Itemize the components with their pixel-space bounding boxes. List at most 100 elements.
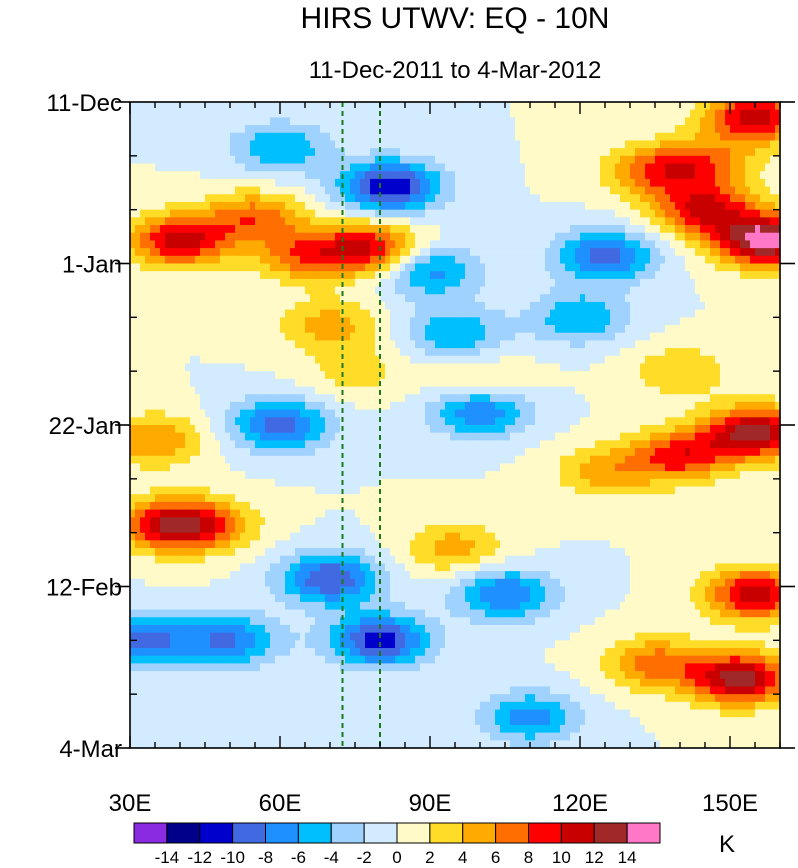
field-cell: [400, 186, 406, 195]
field-cell: [595, 317, 601, 326]
field-cell: [605, 163, 611, 172]
field-cell: [190, 171, 196, 180]
field-cell: [265, 255, 271, 265]
field-cell: [490, 148, 496, 157]
field-cell: [315, 263, 321, 272]
field-cell: [245, 217, 251, 226]
field-cell: [580, 271, 586, 280]
field-cell: [545, 102, 551, 111]
field-cell: [760, 109, 766, 118]
field-cell: [165, 371, 171, 380]
field-cell: [705, 125, 711, 134]
field-cell: [580, 309, 586, 318]
field-cell: [715, 348, 721, 357]
field-cell: [210, 109, 216, 118]
field-cell: [750, 294, 756, 303]
field-cell: [500, 317, 506, 326]
field-cell: [340, 132, 346, 142]
field-cell: [410, 294, 416, 303]
field-cell: [220, 155, 226, 165]
field-cell: [540, 148, 546, 157]
field-cell: [775, 117, 781, 126]
field-cell: [355, 217, 361, 226]
field-cell: [575, 378, 581, 388]
field-cell: [190, 155, 196, 165]
field-cell: [305, 255, 311, 265]
field-cell: [455, 317, 461, 326]
field-cell: [360, 394, 366, 403]
field-cell: [300, 378, 306, 388]
field-cell: [665, 201, 671, 211]
field-cell: [460, 278, 466, 288]
field-cell: [620, 363, 626, 372]
field-cell: [335, 332, 341, 341]
field-cell: [500, 386, 506, 395]
field-cell: [175, 232, 181, 242]
field-cell: [430, 125, 436, 134]
field-cell: [445, 255, 451, 265]
field-cell: [410, 240, 416, 249]
field-cell: [505, 363, 511, 372]
field-cell: [145, 340, 151, 349]
field-cell: [615, 332, 621, 341]
field-cell: [330, 240, 336, 249]
field-cell: [465, 363, 471, 372]
field-cell: [160, 171, 166, 180]
field-cell: [395, 109, 401, 118]
field-cell: [505, 240, 511, 249]
field-cell: [510, 155, 516, 165]
field-cell: [630, 163, 636, 172]
field-cell: [675, 217, 681, 226]
field-cell: [285, 348, 291, 357]
field-cell: [730, 325, 736, 334]
field-cell: [610, 340, 616, 349]
field-cell: [565, 271, 571, 280]
field-cell: [380, 155, 386, 165]
field-cell: [770, 102, 776, 111]
field-cell: [135, 201, 141, 211]
field-cell: [650, 278, 656, 288]
field-cell: [385, 363, 391, 372]
field-cell: [760, 155, 766, 165]
field-cell: [490, 155, 496, 165]
field-cell: [325, 317, 331, 326]
field-cell: [310, 178, 316, 188]
field-cell: [525, 155, 531, 165]
field-cell: [490, 286, 496, 295]
field-cell: [395, 340, 401, 349]
field-cell: [505, 317, 511, 326]
field-cell: [440, 255, 446, 265]
field-cell: [345, 201, 351, 211]
field-cell: [610, 248, 616, 257]
field-cell: [335, 163, 341, 172]
field-cell: [720, 232, 726, 242]
field-cell: [165, 386, 171, 395]
field-cell: [755, 201, 761, 211]
field-cell: [685, 178, 691, 188]
field-cell: [305, 325, 311, 334]
field-cell: [505, 171, 511, 180]
field-cell: [760, 117, 766, 126]
field-cell: [265, 125, 271, 134]
field-cell: [365, 109, 371, 118]
field-cell: [425, 102, 431, 111]
field-cell: [130, 125, 136, 134]
field-cell: [380, 309, 386, 318]
field-cell: [775, 371, 781, 380]
field-cell: [355, 171, 361, 180]
field-cell: [160, 371, 166, 380]
field-cell: [180, 394, 186, 403]
field-cell: [500, 132, 506, 142]
field-cell: [400, 378, 406, 388]
field-cell: [575, 186, 581, 195]
field-cell: [460, 201, 466, 211]
field-cell: [170, 371, 176, 380]
field-cell: [145, 355, 151, 365]
field-cell: [220, 186, 226, 195]
field-cell: [675, 148, 681, 157]
field-cell: [155, 117, 161, 126]
field-cell: [320, 225, 326, 234]
field-cell: [185, 332, 191, 341]
field-cell: [265, 186, 271, 195]
field-cell: [580, 248, 586, 257]
